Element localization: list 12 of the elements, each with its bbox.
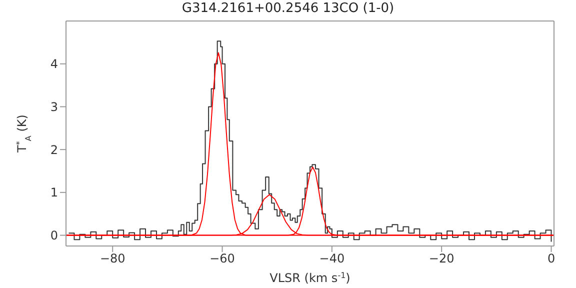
y-tick-label: 2 <box>50 142 58 157</box>
x-axis-title: VLSR (km s$^{-1}$) <box>270 270 350 285</box>
y-tick-label: 3 <box>50 100 58 114</box>
chart-title: G314.2161+00.2546 13CO (1-0) <box>180 1 396 16</box>
x-tick-label: −20 <box>428 252 454 266</box>
y-tick-label: 4 <box>50 57 58 72</box>
x-tick-label: −60 <box>210 252 235 266</box>
y-tick-label: 0 <box>50 228 58 243</box>
x-tick-label: −80 <box>100 252 126 266</box>
y-tick-label: 1 <box>50 186 58 200</box>
x-tick-label: −40 <box>319 252 345 266</box>
x-tick-label: 0 <box>547 252 556 266</box>
